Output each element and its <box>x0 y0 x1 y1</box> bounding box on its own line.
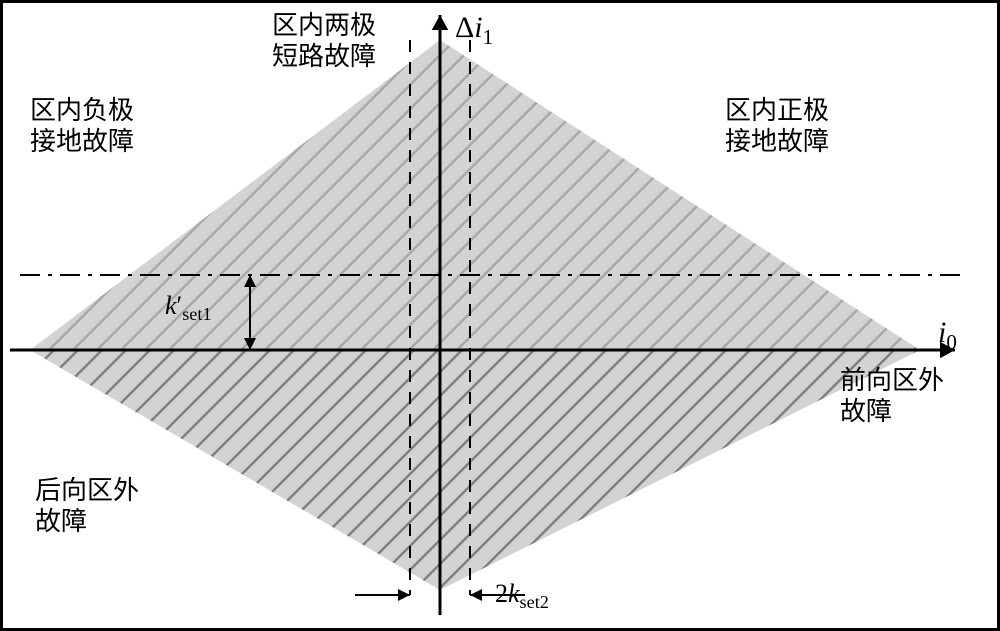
y-axis-label: Δi1 <box>455 10 493 50</box>
diagram-svg <box>0 0 1000 631</box>
label-right-low: 前向区外故障 <box>840 365 944 427</box>
kset2-label: 2kset2 <box>495 578 549 614</box>
label-left-low: 后向区外故障 <box>35 475 139 537</box>
kset1-label: k′set1 <box>165 290 212 326</box>
label-top-left: 区内负极接地故障 <box>30 95 134 157</box>
label-top-center: 区内两极短路故障 <box>272 10 376 72</box>
x-axis-label: i0 <box>938 315 957 355</box>
label-top-right: 区内正极接地故障 <box>725 95 829 157</box>
